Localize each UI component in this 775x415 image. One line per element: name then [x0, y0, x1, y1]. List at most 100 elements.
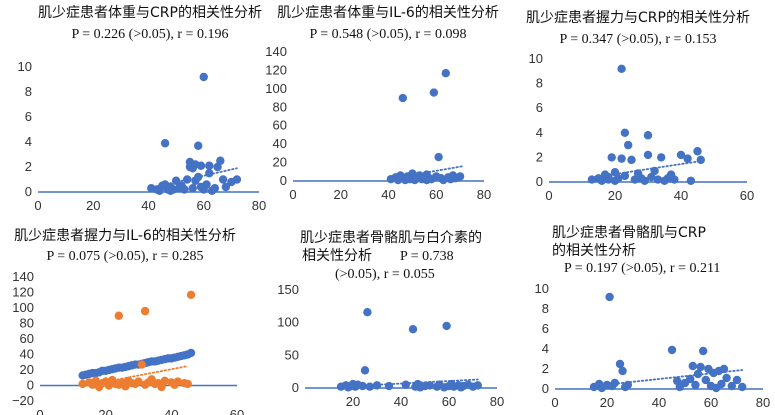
panel-3-data-point — [624, 140, 633, 150]
panel-2-xtick-label: 0 — [289, 187, 296, 202]
panel-1-data-point — [221, 182, 231, 192]
panel-4-ytick-label: 20 — [20, 362, 34, 377]
panel-5-plot: 0 50 100 150 20 40 60 80 — [277, 282, 504, 409]
panel-4-ytick-label: 120 — [12, 285, 34, 300]
panel-1-ytick-label: 8 — [25, 84, 32, 99]
panel-3-xtick-label: 40 — [674, 188, 688, 203]
panel-6-ytick-label: 8 — [542, 301, 549, 316]
panel-5-data-point — [473, 381, 482, 390]
panel-4-series-2-point — [186, 290, 196, 300]
panel-4-xtick-label: 60 — [230, 407, 244, 415]
panel-2-xtick-label: 20 — [334, 187, 348, 202]
panel-3-xtick-label: 60 — [740, 188, 754, 203]
panel-3-data-point — [647, 172, 656, 182]
panel-4-xtick-label: 40 — [164, 407, 178, 415]
panel-5-ytick-label: 0 — [292, 380, 299, 395]
panel-4-ytick-label: −20 — [12, 393, 34, 408]
panel-5-data-point — [401, 380, 410, 389]
panel-1-data-point — [205, 169, 214, 178]
panel-4-series-2-point — [134, 377, 143, 386]
panel-6-plot: 0 2 4 6 8 10 0 20 40 60 80 — [535, 281, 771, 410]
panel-3-data-point — [693, 147, 702, 156]
panel-3-data-point — [640, 176, 649, 185]
panel-4-trendline — [85, 365, 189, 387]
panel-4-ytick-label: 80 — [20, 316, 34, 331]
panel-3-ytick-label: 8 — [536, 76, 543, 91]
panel-6-ytick-label: 6 — [542, 321, 549, 336]
panel-2-ytick-label: 20 — [273, 155, 287, 170]
panel-6-data-point — [727, 381, 736, 391]
panel-1-data-point — [213, 162, 222, 172]
panel-2-ytick-label: 80 — [273, 99, 287, 114]
panel-3-data-point — [607, 153, 616, 162]
panel-4-xtick-label: 20 — [98, 407, 112, 415]
panel-2-ytick-label: 0 — [280, 173, 287, 188]
panel-4-series-2-point — [183, 379, 192, 389]
panel-5-xtick-label: 20 — [346, 394, 360, 409]
panel-4-series-2-point — [157, 382, 166, 392]
panel-3-xtick-label: 0 — [545, 188, 552, 203]
panel-3-title: 肌少症患者握力与CRP的相关性分析 — [526, 10, 750, 26]
panel-4-series-2-point — [137, 360, 146, 369]
panel-2-data-point — [434, 152, 443, 162]
panel-4-series-1-point — [186, 348, 196, 358]
panel-3-data-point — [587, 175, 597, 184]
panel-1-data-point — [180, 185, 189, 194]
panel-1-xtick-label: 20 — [86, 198, 100, 213]
panel-3-ytick-label: 2 — [536, 149, 543, 164]
panel-5-ytick-label: 50 — [285, 347, 299, 362]
panel-2-data-point — [441, 68, 450, 78]
panel-3-data-point — [676, 150, 686, 160]
panel-2-ytick-label: 60 — [273, 118, 287, 133]
panel-6: 肌少症患者骨骼肌与CRP 的相关性分析 P = 0.197 (>0.05), r… — [535, 225, 771, 410]
panel-3-trendline — [594, 160, 702, 178]
panel-3-data-point — [643, 131, 653, 140]
panel-2-plot: 0 20 40 60 80 100 120 140 0 20 40 60 80 — [265, 44, 491, 202]
panel-5-ytick-label: 100 — [277, 315, 299, 330]
panel-1-data-point — [232, 175, 242, 184]
panel-6-data-point — [667, 345, 677, 355]
panel-5-data-point — [365, 382, 374, 391]
panel-3-data-point — [643, 150, 653, 160]
panel-1-xtick-label: 60 — [197, 198, 211, 213]
panel-2-data-point — [455, 172, 465, 181]
panel-4-ytick-label: 140 — [12, 269, 34, 284]
panel-3: 肌少症患者握力与CRP的相关性分析 P = 0.347 (>0.05), r =… — [526, 10, 754, 203]
panel-6-xtick-label: 60 — [704, 395, 718, 410]
panel-6-data-point — [615, 359, 625, 369]
panel-5-stat-line-1: P = 0.738 — [400, 249, 454, 264]
panel-1-trendline — [153, 167, 238, 188]
panel-2-data-point — [398, 93, 408, 103]
panel-3-data-point — [683, 154, 692, 163]
panel-6-data-point — [738, 382, 747, 392]
panel-1-data-point — [199, 72, 208, 82]
panel-6-data-point — [701, 375, 710, 385]
panel-3-data-point — [614, 174, 623, 183]
panel-1-ytick-label: 6 — [25, 109, 32, 124]
panel-5-data-point — [360, 366, 370, 375]
panel-3-data-point — [617, 154, 626, 163]
panel-4-xtick-label: 0 — [36, 407, 43, 415]
panel-4-series-2-point — [114, 311, 124, 320]
panel-1-stat: P = 0.226 (>0.05), r = 0.196 — [72, 27, 229, 42]
panel-3-data-point — [630, 175, 639, 184]
panel-3-xtick-label: 20 — [608, 188, 622, 203]
panel-6-ytick-label: 4 — [542, 341, 549, 356]
panel-2-xtick-label: 60 — [429, 187, 443, 202]
panel-5-data-point — [408, 325, 418, 334]
panel-1-data-point — [218, 175, 228, 184]
panel-2: 肌少症患者体重与IL-6的相关性分析 P = 0.548 (>0.05), r … — [265, 5, 499, 202]
panel-6-ytick-label: 2 — [542, 361, 549, 376]
panel-1-plot: 0 2 4 6 8 10 0 20 40 60 80 — [18, 59, 267, 213]
panel-4-series-2-point — [78, 379, 87, 389]
panel-4-ytick-label: 60 — [20, 331, 34, 346]
panel-3-data-point — [686, 176, 696, 185]
panel-1-data-point — [196, 161, 206, 170]
panel-1-data-point — [160, 139, 170, 148]
panel-6-data-point — [722, 373, 731, 383]
panel-4-series-2-point — [173, 377, 183, 386]
panel-1-ytick-label: 10 — [18, 59, 32, 74]
panel-4-ytick-label: 40 — [20, 347, 34, 362]
panel-3-data-point — [620, 128, 630, 137]
panel-1-xtick-label: 80 — [252, 198, 266, 213]
